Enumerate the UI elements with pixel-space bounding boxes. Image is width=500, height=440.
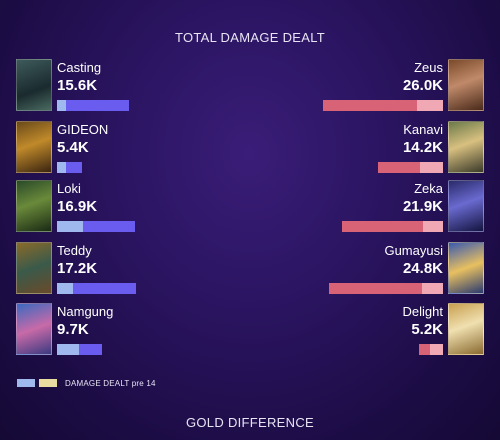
damage-bar-post14 [82, 221, 135, 232]
damage-bar [419, 344, 443, 355]
champion-portrait-icon [16, 121, 52, 173]
blue-player-3: Loki 16.9K [16, 180, 246, 238]
player-name: GIDEON [57, 122, 109, 137]
damage-bar-pre14 [429, 344, 443, 355]
damage-bar [323, 100, 443, 111]
champion-portrait-icon [448, 303, 484, 355]
player-name: Gumayusi [384, 243, 443, 258]
damage-bar [57, 283, 137, 294]
damage-value: 16.9K [57, 198, 98, 215]
red-player-1: Zeus 26.0K [254, 59, 484, 117]
damage-bar [342, 221, 443, 232]
damage-bar-post14 [79, 344, 102, 355]
champion-portrait-icon [16, 303, 52, 355]
player-name: Loki [57, 181, 81, 196]
damage-bar-post14 [419, 344, 430, 355]
champion-portrait-icon [16, 180, 52, 232]
champion-portrait-icon [448, 180, 484, 232]
red-player-3: Zeka 21.9K [254, 180, 484, 238]
damage-value: 5.2K [411, 321, 443, 338]
damage-value: 17.2K [57, 260, 98, 277]
damage-bar [328, 283, 443, 294]
damage-value: 24.8K [402, 260, 443, 277]
gold-difference-title: GOLD DIFFERENCE [185, 415, 314, 430]
blue-player-2: GIDEON 5.4K [16, 121, 246, 179]
damage-value: 14.2K [402, 139, 443, 156]
damage-bar-pre14 [57, 221, 83, 232]
player-name: Kanavi [403, 122, 443, 137]
player-name: Teddy [57, 243, 92, 258]
legend: DAMAGE DEALT pre 14 [17, 377, 156, 389]
champion-portrait-icon [16, 242, 52, 294]
damage-value: 5.4K [57, 139, 89, 156]
damage-bar-pre14 [57, 162, 66, 173]
damage-bar-pre14 [416, 100, 443, 111]
damage-bar-post14 [377, 162, 421, 173]
champion-portrait-icon [16, 59, 52, 111]
damage-bar-post14 [72, 283, 137, 294]
player-name: Zeka [414, 181, 443, 196]
damage-bar [57, 344, 102, 355]
damage-bar-pre14 [422, 283, 443, 294]
champion-portrait-icon [448, 59, 484, 111]
blue-player-4: Teddy 17.2K [16, 242, 246, 300]
damage-bar-pre14 [57, 100, 66, 111]
player-name: Delight [402, 304, 443, 319]
damage-bar-pre14 [422, 221, 443, 232]
damage-bar-post14 [65, 162, 82, 173]
damage-bar [377, 162, 443, 173]
total-damage-title: TOTAL DAMAGE DEALT [174, 30, 326, 45]
damage-bar-post14 [323, 100, 417, 111]
legend-swatch-gold [39, 379, 57, 387]
player-name: Casting [57, 60, 102, 75]
damage-value: 9.7K [57, 321, 89, 338]
red-player-4: Gumayusi 24.8K [254, 242, 484, 300]
damage-bar-post14 [342, 221, 423, 232]
legend-swatch-blue [17, 379, 35, 387]
damage-value: 21.9K [402, 198, 443, 215]
damage-value: 15.6K [57, 77, 98, 94]
damage-bar-pre14 [57, 283, 73, 294]
damage-bar-post14 [328, 283, 423, 294]
damage-value: 26.0K [402, 77, 443, 94]
legend-label: DAMAGE DEALT pre 14 [65, 378, 156, 388]
damage-bar [57, 162, 82, 173]
red-player-2: Kanavi 14.2K [254, 121, 484, 179]
damage-bar-pre14 [57, 344, 80, 355]
damage-bar-pre14 [420, 162, 443, 173]
champion-portrait-icon [448, 121, 484, 173]
damage-bar-post14 [65, 100, 129, 111]
red-player-5: Delight 5.2K [254, 303, 484, 361]
player-name: Zeus [414, 60, 443, 75]
blue-player-5: Namgung 9.7K [16, 303, 246, 361]
champion-portrait-icon [448, 242, 484, 294]
player-name: Namgung [57, 304, 114, 319]
damage-bar [57, 100, 129, 111]
damage-bar [57, 221, 135, 232]
blue-player-1: Casting 15.6K [16, 59, 246, 117]
